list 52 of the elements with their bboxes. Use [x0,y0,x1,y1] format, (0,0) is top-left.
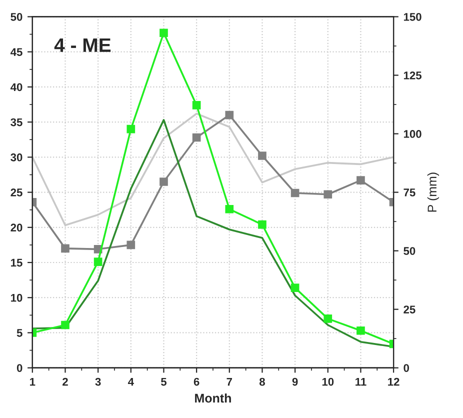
y2-tick-label: 75 [404,188,416,196]
x-tick-label: 6 [194,378,200,386]
y2-axis-title: P (mm) [427,172,440,212]
y2-tick-label: 0 [404,364,409,372]
y2-tick-label: 125 [404,72,422,80]
point [324,190,332,199]
x-tick-label: 5 [160,378,167,386]
point [192,101,201,110]
x-tick-label: 7 [226,378,232,386]
x-tick-label: 8 [259,378,265,386]
y-tick-label: 15 [11,258,22,267]
y-tick-label: 30 [10,153,22,162]
y-tick-label: 35 [10,118,22,126]
point [225,110,234,120]
point [192,133,201,142]
point [61,244,70,253]
x-tick-label: 1 [30,378,36,386]
x-axis-title: Month [195,393,231,403]
point [94,258,102,266]
point [160,28,168,38]
y-tick-label: 20 [10,224,22,232]
annotation: 4 - ME [54,38,111,52]
y-tick-label: 25 [10,188,22,196]
y-tick-label: 0 [16,364,22,372]
x-tick-label: 3 [95,378,101,386]
point [160,178,168,186]
x-tick-label: 12 [388,378,400,386]
x-tick-label: 2 [62,378,68,386]
y-tick-label: 40 [10,83,22,92]
x-tick-label: 10 [322,378,334,386]
y-tick-label: 5 [16,329,22,337]
point [126,124,136,134]
x-tick-label: 9 [292,378,298,386]
point [258,220,266,229]
point [290,284,300,292]
y2-tick-label: 150 [404,12,422,21]
point [258,152,266,160]
point [290,188,300,198]
y-tick-label: 45 [10,48,22,56]
point [61,320,70,330]
point [225,204,234,214]
y2-tick-label: 25 [404,306,416,314]
y2-tick-label: 100 [404,130,422,138]
point [126,240,136,250]
y-tick-label: 10 [11,294,22,302]
y-tick-label: 50 [10,12,22,21]
point [356,326,365,335]
point [356,176,365,185]
y2-tick-label: 50 [404,247,416,255]
x-tick-label: 11 [356,378,366,386]
point [324,314,332,323]
x-tick-label: 4 [128,378,134,386]
